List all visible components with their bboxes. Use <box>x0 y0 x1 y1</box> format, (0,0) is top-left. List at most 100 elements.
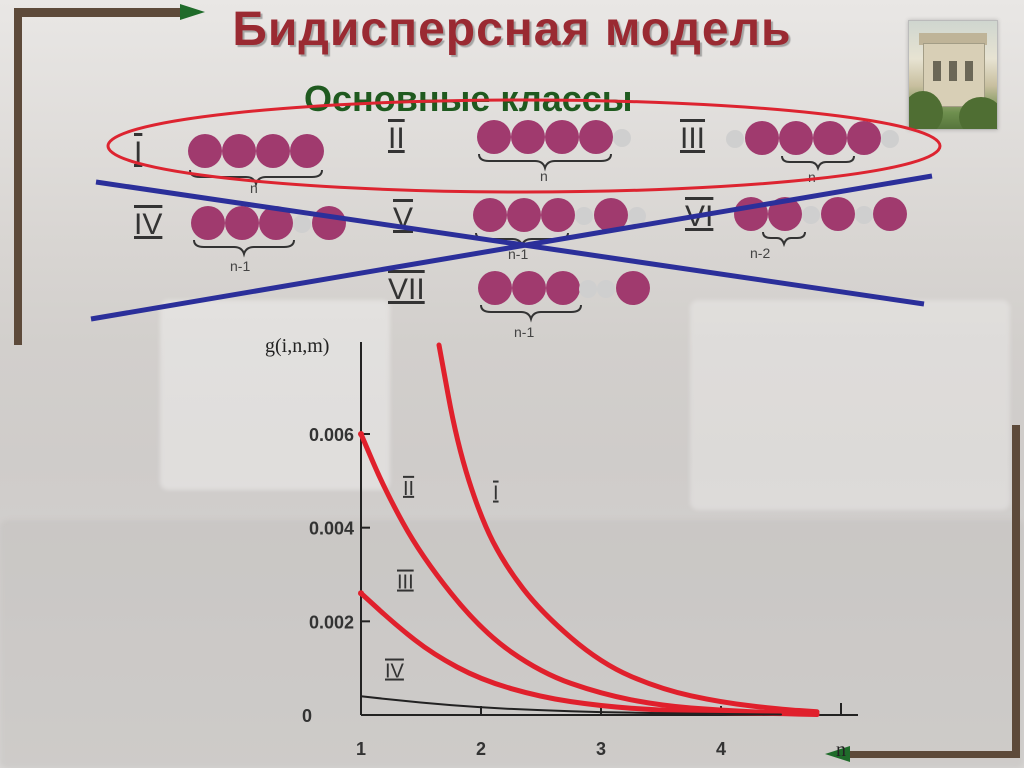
bead <box>222 134 256 168</box>
bead <box>821 197 855 231</box>
frame-top-left-arrow <box>180 4 205 20</box>
x-tick-label: 2 <box>476 739 486 759</box>
bead <box>188 134 222 168</box>
bead <box>579 120 613 154</box>
chain-brace <box>480 304 582 323</box>
bead <box>507 198 541 232</box>
small-bead <box>613 129 631 147</box>
x-tick-label: 1 <box>356 739 366 759</box>
small-bead <box>597 280 615 298</box>
small-bead <box>293 215 311 233</box>
bead <box>290 134 324 168</box>
main-classes-ellipse <box>106 98 942 194</box>
background-road <box>0 520 1024 768</box>
small-bead <box>855 206 873 224</box>
bead <box>745 121 779 155</box>
x-ticks: 1 2 3 4 <box>356 703 842 759</box>
building-photo <box>908 20 998 130</box>
chain-length-label: n-1 <box>230 258 250 274</box>
bead <box>873 197 907 231</box>
chain-brace <box>193 239 295 258</box>
bead <box>225 206 259 240</box>
y-tick-label: 0.002 <box>309 612 354 632</box>
chain-brace <box>189 169 323 188</box>
bead <box>256 134 290 168</box>
bead <box>546 271 580 305</box>
bead <box>312 206 346 240</box>
series-label-II: II <box>403 478 414 500</box>
class-VI: VI n-2 <box>685 197 907 261</box>
bead <box>512 271 546 305</box>
class-V: V n-1 <box>393 198 646 262</box>
cross-line-1 <box>95 179 925 307</box>
small-bead <box>802 206 820 224</box>
y-tick-label: 0 <box>302 706 312 726</box>
photo-roof <box>919 33 987 45</box>
class-label: VII <box>388 273 425 306</box>
small-bead <box>579 280 597 298</box>
chain-length-label: n-1 <box>508 246 528 262</box>
bead <box>734 197 768 231</box>
slide-subtitle: Основные классы <box>304 78 633 119</box>
class-label: I <box>134 136 142 169</box>
bead <box>259 206 293 240</box>
x-axis-label: n <box>836 739 846 761</box>
bead <box>545 120 579 154</box>
class-III: III n <box>680 121 899 185</box>
y-tick-label: 0.004 <box>309 519 354 539</box>
series-label-IV: IV <box>385 661 405 683</box>
series-start-point <box>358 590 364 597</box>
series-line-IV <box>360 695 782 716</box>
bead <box>477 120 511 154</box>
bead <box>511 120 545 154</box>
chain-length-label: n <box>250 180 258 196</box>
bead <box>779 121 813 155</box>
bead <box>478 271 512 305</box>
small-bead <box>628 207 646 225</box>
class-label: IV <box>134 208 162 241</box>
molecule-classes: I n II n III n <box>134 120 907 340</box>
x-tick-label: 3 <box>596 739 606 759</box>
series-line-III <box>358 590 820 718</box>
bead <box>191 206 225 240</box>
series-label-I: I <box>493 483 499 505</box>
series-line-II <box>358 431 820 717</box>
frame-bottom-right-arrow <box>825 746 850 762</box>
photo-tree <box>959 97 997 129</box>
series-start-point <box>358 431 364 437</box>
chain-length-label: n <box>808 169 816 185</box>
bead <box>616 271 650 305</box>
bead <box>594 198 628 232</box>
small-bead <box>726 130 744 148</box>
background-building-left <box>160 300 390 490</box>
bead <box>847 121 881 155</box>
class-II: II n <box>388 120 631 184</box>
series-lines <box>358 342 820 718</box>
chain-brace <box>781 155 855 172</box>
y-tick-label: 0.006 <box>309 425 354 445</box>
series-line-I <box>436 342 820 715</box>
x-tick-label: 4 <box>716 739 726 759</box>
class-I: I n <box>134 134 324 196</box>
cross-line-2 <box>90 173 933 322</box>
photo-tree <box>909 91 943 129</box>
class-label: III <box>680 122 705 155</box>
background-building-right <box>690 300 1010 510</box>
slide-title: Бидисперсная модель <box>232 3 792 56</box>
chain-length-label: n-1 <box>514 324 534 340</box>
class-label: II <box>388 122 405 155</box>
chain-length-label: n-2 <box>750 245 770 261</box>
bead <box>473 198 507 232</box>
class-IV: IV n-1 <box>134 206 346 274</box>
bead <box>768 197 802 231</box>
series-label-III: III <box>397 572 414 594</box>
bead <box>813 121 847 155</box>
chain-brace <box>762 231 806 248</box>
photo-window <box>933 61 941 81</box>
bead <box>541 198 575 232</box>
photo-window <box>965 61 973 81</box>
